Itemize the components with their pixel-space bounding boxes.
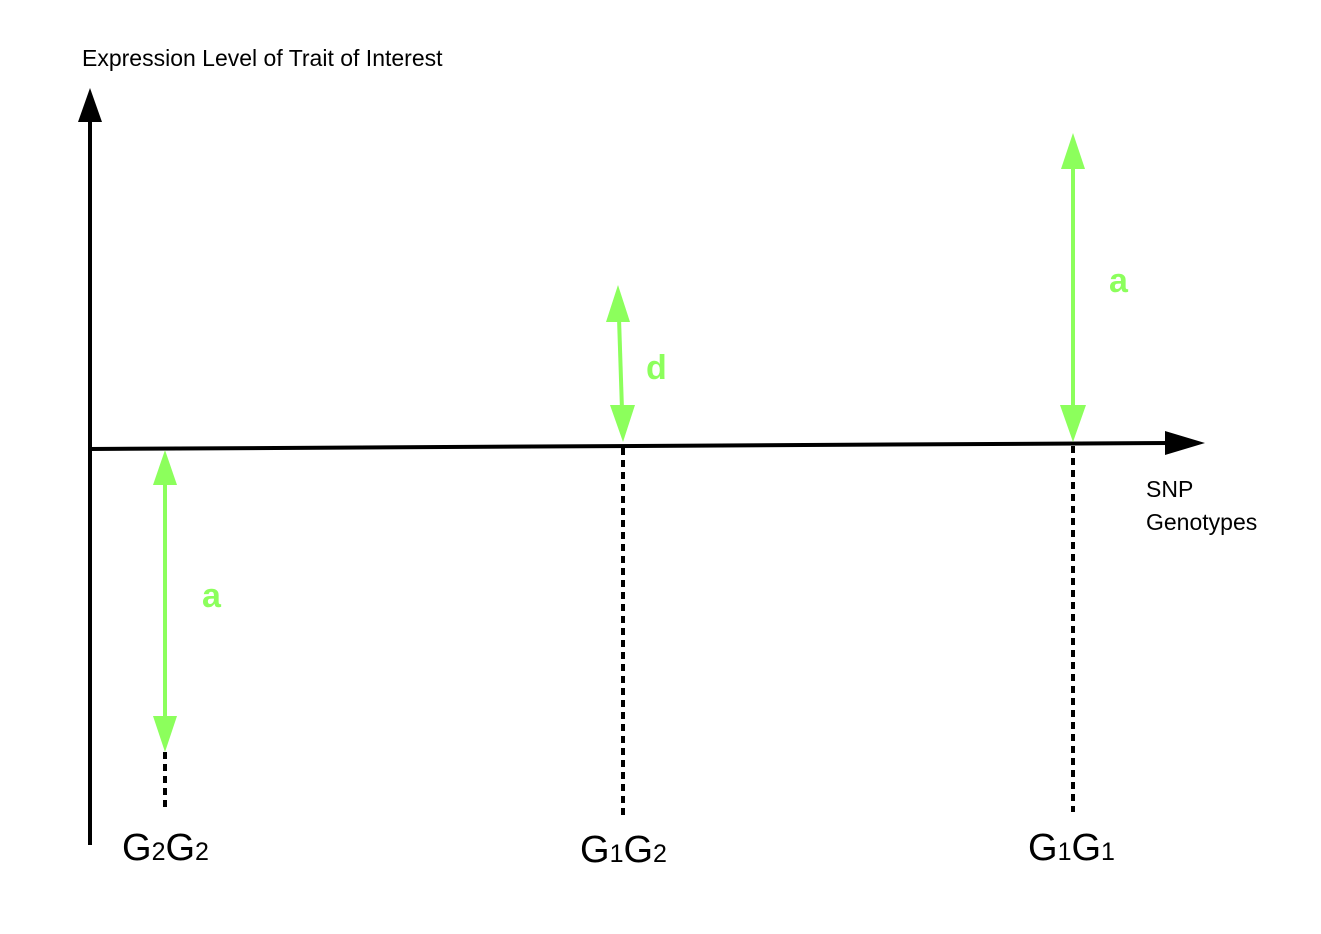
additive-effect-arrow-g2g2 xyxy=(153,450,177,752)
dominance-effect-arrow xyxy=(606,285,635,442)
x-axis xyxy=(89,441,1171,451)
genotype-label-g1g2: G1G2 xyxy=(580,829,667,871)
y-axis-label: Expression Level of Trait of Interest xyxy=(82,45,443,71)
dominance-effect-label: d xyxy=(646,349,667,387)
additive-effect-label-g2g2: a xyxy=(202,577,222,615)
genotype-label-g1g1: G1G1 xyxy=(1028,827,1115,869)
x-axis-label-line2: Genotypes xyxy=(1146,509,1257,535)
x-axis-arrowhead xyxy=(1165,431,1205,455)
additive-effect-label-g1g1: a xyxy=(1109,262,1129,300)
additive-effect-arrow-g1g1 xyxy=(1060,133,1086,442)
genotype-label-g2g2: G2G2 xyxy=(122,827,209,869)
x-axis-label-line1: SNP xyxy=(1146,476,1193,502)
y-axis-arrowhead xyxy=(78,88,102,122)
